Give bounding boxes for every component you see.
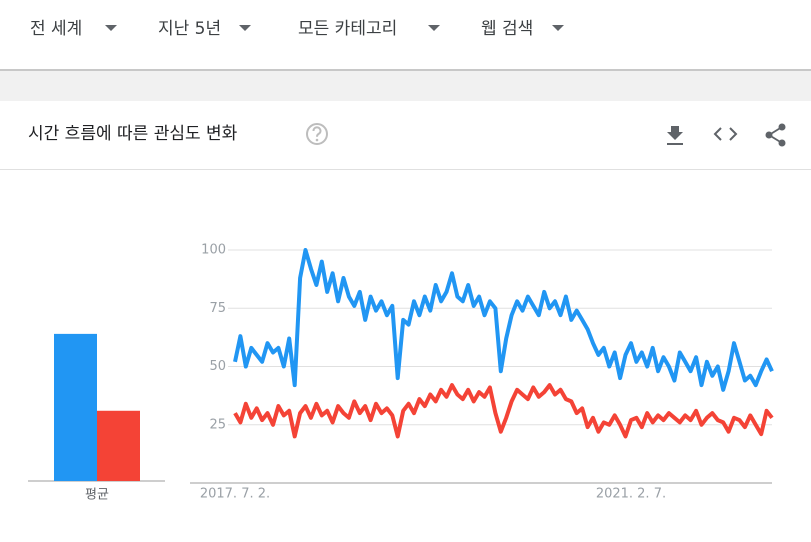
- charts: 평균 25 50 75 100 2017. 7. 2. 2021. 2. 7.: [28, 243, 774, 503]
- y-tick-label: 100: [201, 243, 226, 258]
- page-gap: [0, 71, 811, 101]
- filter-bar: [0, 0, 811, 69]
- y-tick-label: 50: [209, 359, 226, 374]
- y-tick-label: 25: [209, 417, 226, 432]
- divider: [0, 169, 811, 170]
- category-filter[interactable]: 모든 카테고리: [298, 19, 397, 39]
- embed-icon[interactable]: [713, 127, 738, 141]
- section-title: 시간 흐름에 따른 관심도 변화: [28, 124, 238, 144]
- dropdown-arrow[interactable]: [552, 25, 564, 31]
- time-filter[interactable]: 지난 5년: [158, 19, 221, 39]
- dropdown-arrow[interactable]: [239, 25, 251, 31]
- trend-line: [233, 383, 774, 439]
- average-bar: [97, 410, 140, 481]
- x-tick-label: 2021. 2. 7.: [596, 487, 666, 502]
- filter-bar-shadow: [0, 69, 811, 71]
- download-icon[interactable]: [667, 126, 683, 145]
- region-filter[interactable]: 전 세계: [30, 19, 82, 39]
- average-bar: [54, 333, 97, 481]
- dropdown-arrow[interactable]: [105, 25, 117, 31]
- share-icon[interactable]: [765, 123, 786, 147]
- y-tick-label: 75: [209, 301, 226, 316]
- help-icon[interactable]: [306, 123, 328, 145]
- search-type-filter[interactable]: 웹 검색: [481, 19, 533, 39]
- x-tick-label: 2017. 7. 2.: [200, 487, 270, 502]
- bar-label: 평균: [85, 488, 109, 503]
- dropdown-arrow[interactable]: [428, 25, 440, 31]
- trend-line: [233, 248, 774, 392]
